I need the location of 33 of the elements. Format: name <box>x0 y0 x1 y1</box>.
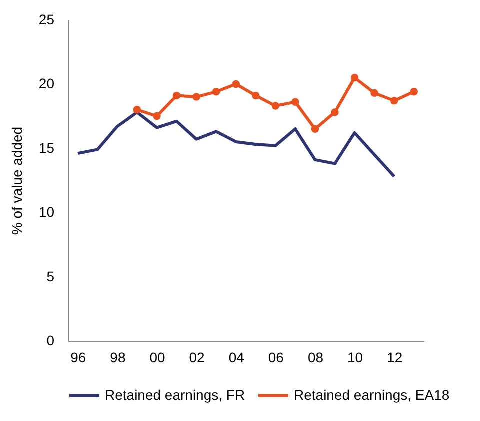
point <box>370 89 378 98</box>
point <box>350 74 359 82</box>
y-tick-label: 25 <box>38 12 55 28</box>
x-tick-label: 06 <box>268 350 284 366</box>
point <box>331 108 339 116</box>
x-tick-label: 96 <box>70 350 86 366</box>
x-tick-label: 02 <box>189 350 206 366</box>
x-tick-label: 12 <box>387 350 403 366</box>
x-tick-label: 00 <box>150 350 166 366</box>
y-tick-label: 20 <box>38 76 55 92</box>
y-tick-label: 5 <box>46 268 55 284</box>
y-tick-label: 0 <box>46 332 55 348</box>
y-tick-label: 15 <box>38 140 55 156</box>
point <box>133 106 142 114</box>
point <box>410 88 418 96</box>
x-tick-label: 98 <box>110 350 126 366</box>
point <box>212 88 220 96</box>
x-tick-label: 10 <box>347 350 364 366</box>
y-tick-label: 10 <box>38 204 55 220</box>
point <box>192 93 200 101</box>
point <box>153 112 161 120</box>
point <box>311 125 320 134</box>
point <box>292 98 300 106</box>
point <box>232 80 240 88</box>
y-axis-title: % of value added <box>8 126 25 236</box>
legend-label: Retained earnings, FR <box>105 386 246 403</box>
x-tick-label: 04 <box>228 350 245 366</box>
x-tick-label: 08 <box>308 350 324 366</box>
point <box>252 92 260 100</box>
point <box>272 102 280 110</box>
point <box>172 92 181 100</box>
legend-label: Retained earnings, EA18 <box>294 386 450 403</box>
point <box>390 97 398 105</box>
